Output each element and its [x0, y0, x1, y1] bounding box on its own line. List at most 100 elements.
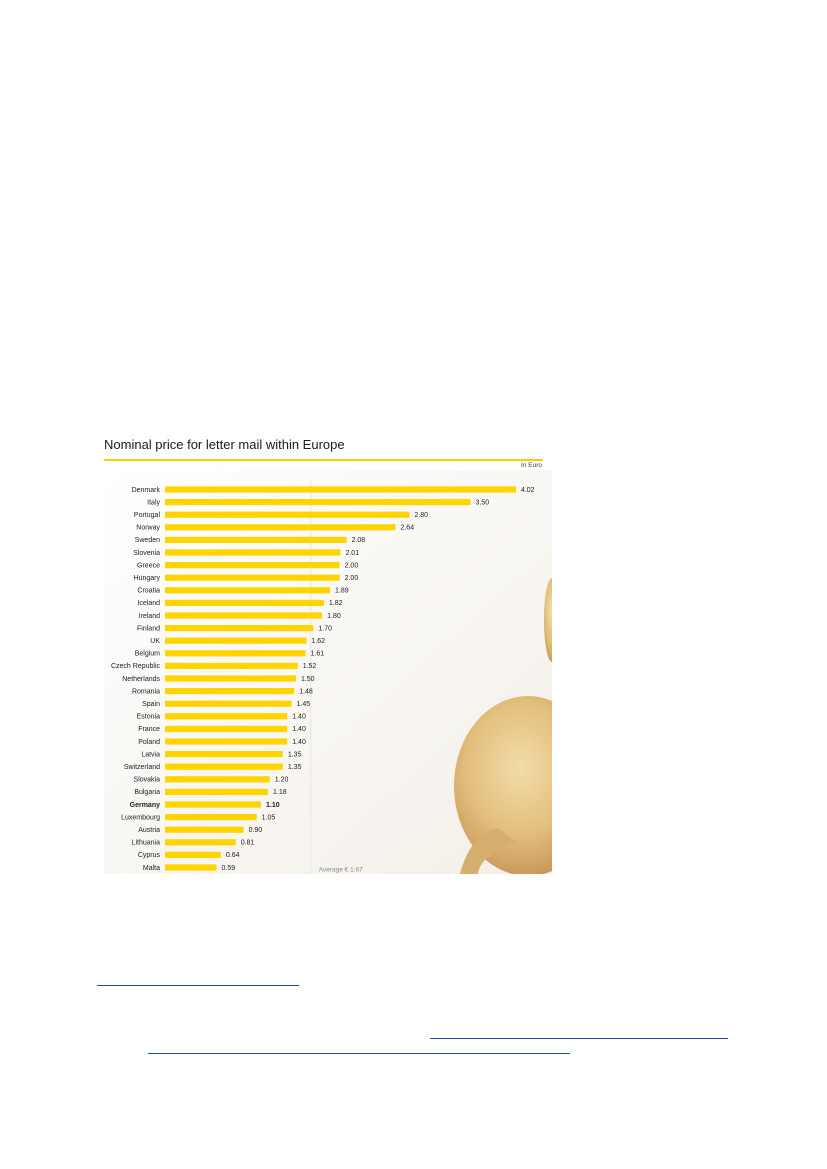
bar-slovakia [165, 776, 270, 783]
bar-netherlands [165, 675, 296, 682]
bar-lithuania [165, 839, 236, 846]
category-label-finland: Finland [137, 625, 160, 632]
bar-bulgaria [165, 788, 269, 795]
bar-poland [165, 738, 288, 745]
bar-italy [165, 499, 471, 506]
value-label-luxembourg: 1.05 [262, 814, 276, 821]
value-label-belgium: 1.61 [311, 651, 325, 658]
bar-luxembourg [165, 814, 257, 821]
title-underline [104, 459, 543, 461]
value-label-hungary: 2.00 [345, 575, 359, 582]
value-label-netherlands: 1.50 [301, 676, 315, 683]
bar-switzerland [165, 763, 283, 770]
category-label-ireland: Ireland [139, 613, 161, 620]
bar-finland [165, 625, 314, 632]
value-label-slovakia: 1.20 [275, 777, 289, 784]
value-label-cyprus: 0.64 [226, 852, 240, 859]
value-label-latvia: 1.35 [288, 751, 302, 758]
value-label-estonia: 1.40 [292, 714, 306, 721]
category-label-slovakia: Slovakia [134, 777, 161, 784]
value-label-denmark: 4.02 [521, 487, 535, 494]
category-label-estonia: Estonia [137, 714, 160, 721]
value-label-spain: 1.45 [297, 701, 311, 708]
bar-iceland [165, 599, 324, 606]
bar-austria [165, 826, 244, 833]
bar-sweden [165, 536, 347, 543]
value-label-croatia: 1.89 [335, 588, 349, 595]
bar-denmark [165, 486, 516, 493]
link-underline[interactable] [430, 1038, 728, 1039]
value-label-lithuania: 0.81 [241, 840, 255, 847]
category-label-portugal: Portugal [134, 512, 161, 519]
bar-greece [165, 562, 340, 569]
category-label-lithuania: Lithuania [132, 840, 161, 847]
bar-hungary [165, 574, 340, 581]
value-label-romania: 1.48 [299, 688, 313, 695]
value-label-sweden: 2.08 [352, 537, 366, 544]
background-photo [104, 470, 552, 874]
bar-spain [165, 700, 292, 707]
value-label-austria: 0.90 [249, 827, 263, 834]
bar-uk [165, 637, 307, 644]
category-label-france: France [138, 726, 160, 733]
bar-chart: Average € 1.67 Denmark 4.02 Italy 3.50 Portug… [104, 470, 552, 874]
bar-germany [165, 801, 262, 808]
link-underline-continued[interactable] [148, 1053, 570, 1054]
category-label-poland: Poland [138, 739, 160, 746]
value-label-finland: 1.70 [318, 625, 332, 632]
chart-title: Nominal price for letter mail within Eur… [104, 437, 345, 452]
category-label-denmark: Denmark [132, 487, 161, 494]
bar-france [165, 725, 288, 732]
value-label-france: 1.40 [292, 726, 306, 733]
bar-croatia [165, 587, 330, 594]
value-label-iceland: 1.82 [329, 600, 343, 607]
category-label-germany: Germany [130, 802, 160, 809]
category-label-norway: Norway [136, 525, 160, 532]
bar-romania [165, 688, 295, 695]
value-label-greece: 2.00 [345, 562, 359, 569]
category-label-greece: Greece [137, 562, 160, 569]
bar-latvia [165, 751, 283, 758]
value-label-bulgaria: 1.18 [273, 789, 287, 796]
bar-cyprus [165, 851, 221, 858]
value-label-slovenia: 2.01 [345, 550, 359, 557]
bar-portugal [165, 511, 410, 518]
value-label-czech-republic: 1.52 [303, 663, 317, 670]
value-label-uk: 1.62 [311, 638, 325, 645]
category-label-switzerland: Switzerland [124, 764, 160, 771]
bar-norway [165, 524, 396, 531]
category-label-netherlands: Netherlands [122, 676, 160, 683]
category-label-slovenia: Slovenia [133, 550, 160, 557]
category-label-latvia: Latvia [141, 751, 160, 758]
category-label-belgium: Belgium [135, 651, 160, 658]
category-label-italy: Italy [147, 499, 160, 506]
bar-malta [165, 864, 217, 871]
category-label-hungary: Hungary [134, 575, 161, 582]
chart-figure: Nominal price for letter mail within Eur… [104, 430, 552, 874]
category-label-malta: Malta [143, 865, 160, 872]
value-label-portugal: 2.80 [414, 512, 428, 519]
category-label-romania: Romania [132, 688, 160, 695]
bar-belgium [165, 650, 306, 657]
category-label-luxembourg: Luxembourg [121, 814, 160, 821]
value-label-germany: 1.10 [266, 802, 280, 809]
category-label-czech-republic: Czech Republic [111, 663, 161, 670]
value-label-norway: 2.64 [400, 525, 414, 532]
value-label-malta: 0.59 [222, 865, 236, 872]
footnote-separator [97, 985, 299, 986]
category-label-austria: Austria [138, 827, 160, 834]
bar-estonia [165, 713, 288, 720]
bar-czech-republic [165, 662, 298, 669]
average-label: Average € 1.67 [319, 867, 363, 874]
bar-slovenia [165, 549, 341, 556]
value-label-italy: 3.50 [476, 499, 490, 506]
unit-label: In Euro [521, 462, 542, 469]
category-label-bulgaria: Bulgaria [134, 789, 160, 796]
category-label-croatia: Croatia [137, 588, 160, 595]
category-label-cyprus: Cyprus [138, 852, 161, 859]
bar-ireland [165, 612, 323, 619]
category-label-uk: UK [150, 638, 160, 645]
value-label-ireland: 1.80 [327, 613, 341, 620]
category-label-spain: Spain [142, 701, 160, 708]
category-label-sweden: Sweden [135, 537, 160, 544]
